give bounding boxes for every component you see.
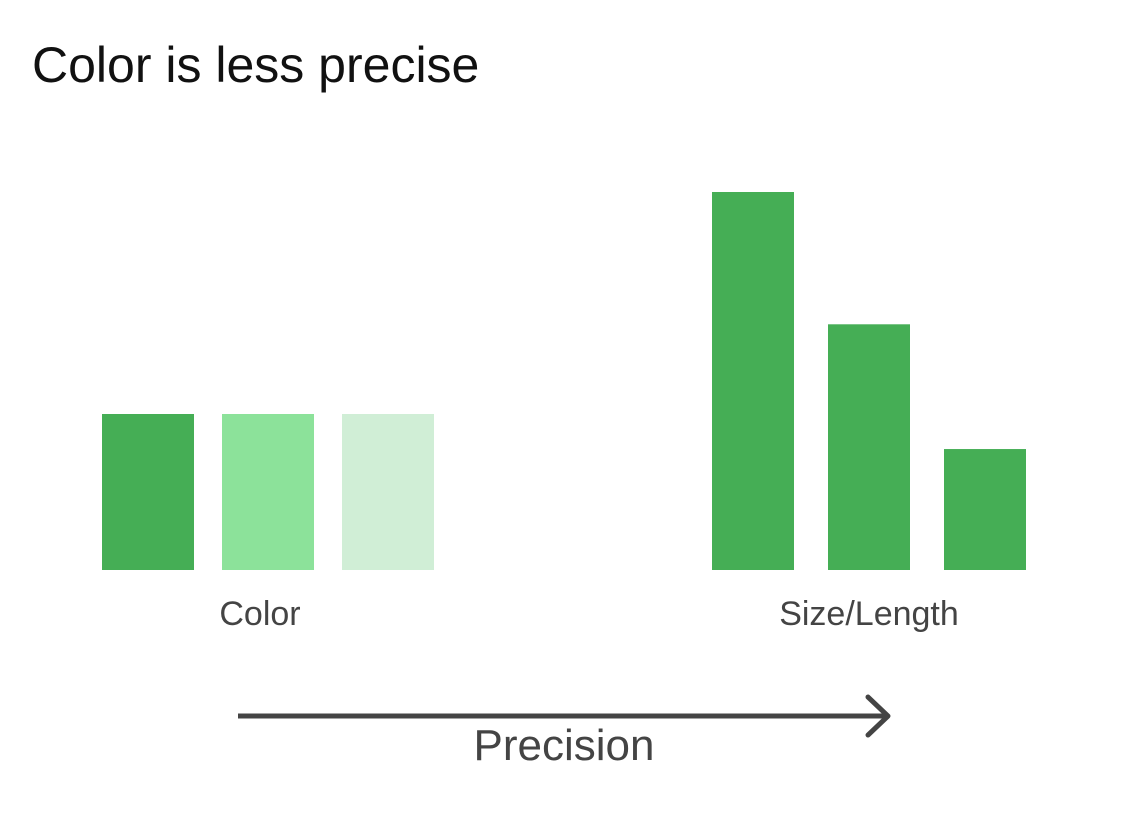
page-title: Color is less precise	[32, 37, 480, 93]
color-group-label: Color	[219, 595, 301, 633]
precision-arrow	[238, 694, 891, 738]
precision-label: Precision	[473, 721, 655, 770]
color-swatch-3	[342, 414, 434, 570]
size-group	[712, 192, 1026, 570]
color-swatch-1	[102, 414, 194, 570]
size-bar-1	[712, 192, 794, 570]
size-bar-2	[828, 324, 910, 570]
size-group-label: Size/Length	[779, 595, 959, 633]
precision-arrow-head	[865, 694, 891, 738]
color-swatch-2	[222, 414, 314, 570]
size-bar-3	[944, 449, 1026, 570]
color-group	[102, 414, 434, 570]
